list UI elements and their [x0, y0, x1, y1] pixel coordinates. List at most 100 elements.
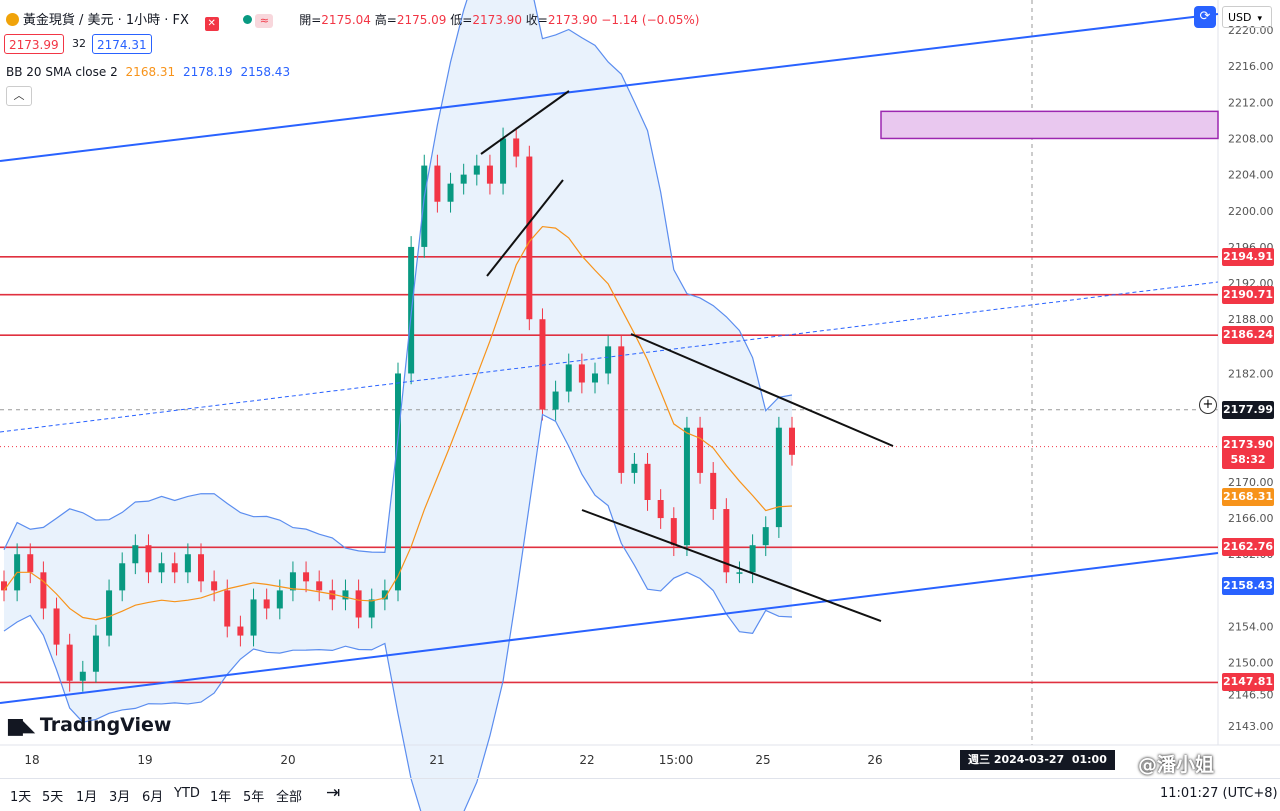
high-label: 高= — [374, 13, 397, 27]
candle — [631, 453, 638, 484]
candle — [198, 543, 204, 593]
resistance-zone[interactable] — [880, 110, 1219, 140]
compare-dates-icon[interactable]: ⇥ — [326, 783, 341, 803]
candle-body — [486, 165, 493, 184]
candle — [329, 579, 336, 611]
timeframe-button[interactable]: 1年 — [210, 790, 232, 805]
candle — [132, 534, 139, 575]
price-tag: 2147.81 — [1222, 673, 1274, 692]
crosshair-plus-icon[interactable]: + — [1199, 396, 1217, 414]
price-tag: 2177.99 — [1222, 400, 1274, 419]
candle-body — [198, 554, 204, 582]
indicator-legend[interactable]: BB 20 SMA close 2 2168.31 2178.19 2158.4… — [6, 65, 290, 79]
candle-body — [736, 572, 743, 574]
candle-body — [27, 554, 34, 573]
y-tick-label: 2200.00 — [1228, 205, 1274, 218]
candle — [683, 416, 690, 557]
tradingview-logo[interactable]: ▆◣ TradingView — [8, 714, 172, 736]
y-tick-label: 2154.00 — [1228, 621, 1274, 634]
bb-lower-value: 2158.43 — [240, 65, 291, 79]
candle — [211, 570, 218, 602]
open-label: 開= — [299, 13, 322, 27]
chevron-up-icon[interactable]: ︿ — [6, 86, 32, 106]
tv-logo-icon: ▆◣ — [8, 714, 35, 736]
bb-lower-line — [3, 413, 793, 811]
upper-channel-line — [0, 13, 1219, 162]
clock[interactable]: 11:01:27 (UTC+8) — [1160, 786, 1278, 801]
bid-box[interactable]: 2173.99 — [4, 34, 64, 54]
indicator-name: BB 20 SMA close 2 — [6, 65, 118, 79]
horizontal-levels[interactable] — [0, 255, 1218, 684]
price-axis[interactable]: 2220.002216.002212.002208.002204.002200.… — [1228, 24, 1274, 733]
y-tick-label: 2208.00 — [1228, 132, 1274, 145]
compare-icon[interactable]: ≈ — [255, 14, 274, 28]
candle-body — [670, 518, 677, 546]
candle-body — [250, 599, 257, 636]
header-row: 黃金現貨 / 美元 · 1小時 · FX ✕ ≈ 開=2175.04 高=217… — [6, 9, 699, 31]
bb-basis-value: 2168.31 — [125, 65, 176, 79]
low-value: 2173.90 — [472, 13, 522, 27]
candle-body — [158, 563, 165, 573]
candle-body — [395, 373, 401, 591]
timeframe-button[interactable]: 1月 — [76, 790, 98, 805]
brand-name: TradingView — [39, 714, 172, 736]
candle — [447, 172, 454, 213]
candle-body — [184, 554, 191, 573]
trend-drawings[interactable] — [0, 13, 1219, 704]
timeframe-button[interactable]: 3月 — [109, 790, 131, 805]
timeframe-button[interactable]: 6月 — [142, 790, 164, 805]
ask-box[interactable]: 2174.31 — [92, 34, 152, 54]
candle — [237, 615, 244, 647]
price-tag: 58:32 — [1222, 450, 1274, 469]
x-tick-label: 18 — [24, 753, 39, 767]
candle-body — [79, 671, 86, 681]
red-flag-icon[interactable]: ✕ — [204, 17, 219, 31]
candle — [342, 579, 349, 611]
candle — [486, 154, 493, 195]
timeframe-button[interactable]: 5天 — [42, 790, 64, 805]
y-tick-label: 2182.00 — [1228, 367, 1274, 380]
timeframe-button[interactable]: YTD — [174, 786, 200, 801]
candle — [526, 145, 533, 331]
spread-value: 32 — [72, 37, 86, 50]
candle — [355, 579, 362, 629]
timeframe-button[interactable]: 1天 — [10, 790, 32, 805]
flag-bottom-line — [486, 179, 564, 277]
candle-body — [565, 364, 572, 392]
low-label: 低= — [450, 13, 473, 27]
candle — [775, 416, 782, 538]
candle-body — [775, 427, 782, 528]
currency-selector[interactable]: USD ▾ — [1222, 6, 1272, 28]
chevron-down-icon: ▾ — [1257, 14, 1263, 24]
timeframe-button[interactable]: 5年 — [243, 790, 265, 805]
y-tick-label: 2166.00 — [1228, 512, 1274, 525]
candle-body — [710, 472, 717, 510]
symbol-title[interactable]: 黃金現貨 / 美元 · 1小時 · FX — [22, 13, 189, 28]
expand-icon[interactable]: ⟳ — [1194, 6, 1216, 28]
candle-body — [447, 183, 454, 202]
time-axis[interactable]: 18 19 20 21 22 15:00 25 26 — [24, 753, 882, 767]
currency-label: USD — [1228, 11, 1252, 24]
candle-body — [92, 635, 99, 672]
candle-body — [421, 165, 428, 247]
candle — [381, 579, 388, 611]
x-tick-label: 22 — [579, 753, 594, 767]
candle — [710, 462, 717, 520]
band-fill — [4, 0, 792, 811]
candle-body — [762, 527, 769, 546]
candle-body — [434, 165, 441, 202]
candle-body — [237, 626, 244, 636]
candle-body — [316, 581, 323, 591]
candle — [119, 552, 126, 602]
candle-body — [631, 463, 638, 473]
candle-body — [329, 590, 336, 600]
timeframe-button[interactable]: 全部 — [276, 790, 303, 805]
candle — [552, 380, 559, 421]
candle — [605, 335, 612, 385]
candle-body — [381, 590, 388, 600]
candle — [184, 543, 191, 584]
price-tag: 2194.91 — [1222, 247, 1274, 266]
candle — [66, 633, 73, 692]
candle-body — [592, 373, 598, 383]
